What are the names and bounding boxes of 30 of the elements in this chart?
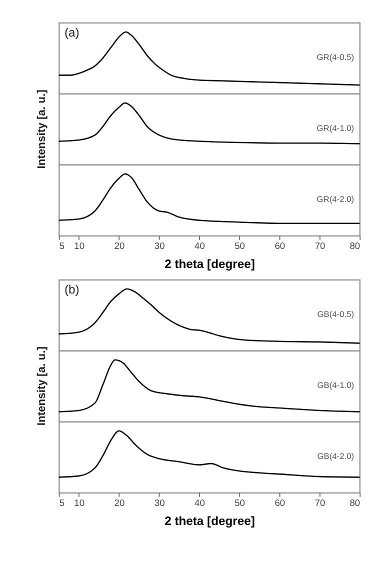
text: GB(4-1.0): [317, 380, 354, 390]
x-tick-label: 40: [194, 241, 205, 252]
x-tick-label: 20: [114, 498, 125, 508]
x-tick-label: 30: [154, 241, 165, 252]
y-axis-title: Intensity [a. u.]: [36, 346, 48, 426]
x-axis-title: 2 theta [degree]: [164, 256, 255, 271]
x-tick-label: 60: [274, 241, 286, 252]
series-label: GR(4-1.0): [316, 122, 354, 133]
x-tick-label: 10: [74, 241, 85, 252]
annotation: (a): [64, 26, 80, 40]
x-tick-label: 30: [154, 498, 165, 508]
x-tick-label: 10: [74, 498, 85, 508]
x-tick-label: 50: [234, 241, 245, 252]
annotation: (b): [64, 282, 80, 297]
text: GR(4-0.5): [316, 52, 354, 62]
x-tick-label: 80: [350, 241, 360, 252]
series-label: GB(4-2.0): [317, 450, 354, 461]
x-tick-label: 80: [350, 498, 360, 508]
x-tick-label: 5: [59, 241, 65, 252]
x-axis-title: 2 theta [degree]: [164, 514, 255, 528]
x-tick-label: 70: [314, 241, 326, 252]
x-tick-label: 40: [194, 498, 205, 508]
text: GR(4-2.0): [316, 194, 354, 204]
text: GB(4-0.5): [317, 308, 354, 319]
x-tick-label: 5: [59, 498, 65, 508]
y-axis-title: Intensity [a. u.]: [36, 89, 48, 169]
x-tick-label: 50: [234, 498, 245, 508]
x-tick-label: 20: [114, 241, 125, 252]
x-tick-label: 70: [314, 498, 326, 508]
x-tick-label: 60: [274, 498, 286, 508]
